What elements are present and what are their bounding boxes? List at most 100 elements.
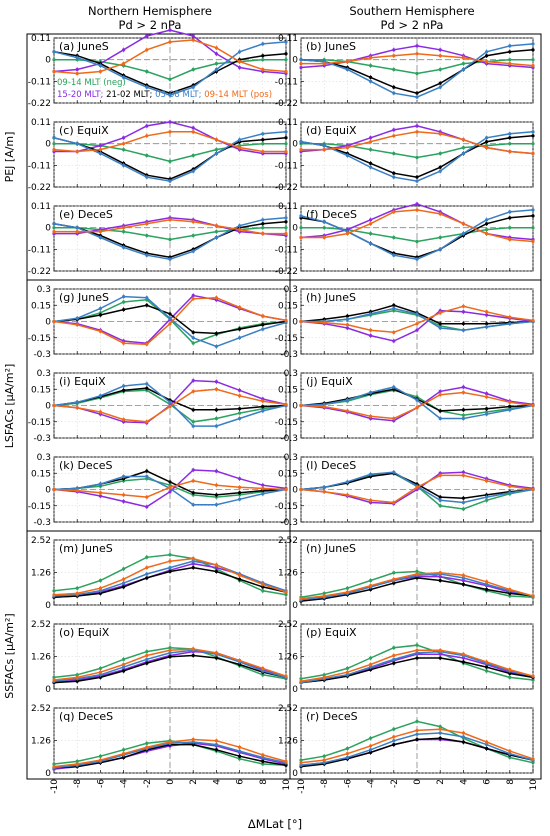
data-point <box>122 567 126 571</box>
data-point <box>461 222 465 226</box>
panel-label: (f) DeceS <box>306 208 357 221</box>
data-point <box>415 155 419 160</box>
data-point <box>322 591 326 595</box>
data-point <box>415 648 419 652</box>
data-point <box>214 748 218 752</box>
data-point <box>191 169 195 173</box>
data-point <box>392 735 396 739</box>
y-tick-label: 0 <box>292 140 298 150</box>
data-point <box>75 316 79 320</box>
data-point <box>508 50 512 54</box>
data-point <box>75 673 79 677</box>
data-point <box>145 474 149 479</box>
data-point <box>52 762 56 766</box>
chart-panel: 0.11 0 -0.11 -0.22 (d) EquiX <box>275 118 535 193</box>
right-column-frame <box>289 33 542 780</box>
data-point <box>191 336 195 340</box>
data-point <box>52 403 56 408</box>
data-point <box>392 48 396 52</box>
data-point <box>392 653 396 658</box>
data-point <box>145 495 149 499</box>
data-point <box>345 314 349 318</box>
y-tick-label: -0.15 <box>275 502 298 512</box>
data-point <box>191 556 195 561</box>
chart-panel: 2.52 1.26 0 (o) EquiX <box>31 620 288 695</box>
data-point <box>508 671 512 676</box>
data-point <box>345 398 349 402</box>
data-point <box>168 651 172 655</box>
data-point <box>438 648 442 652</box>
data-point <box>508 668 512 672</box>
y-tick-label: 0 <box>292 402 298 412</box>
data-point <box>122 474 126 479</box>
data-point <box>145 124 149 128</box>
data-point <box>238 757 242 761</box>
data-point <box>261 666 265 670</box>
data-point <box>75 406 79 410</box>
data-point <box>238 305 242 310</box>
data-point <box>438 724 442 729</box>
data-point <box>369 498 373 502</box>
panel-label: (d) EquiX <box>306 124 357 137</box>
data-point <box>145 134 149 138</box>
data-point <box>369 750 373 754</box>
data-point <box>284 149 288 154</box>
data-point <box>369 662 373 667</box>
data-point <box>369 665 373 669</box>
data-point <box>438 473 442 478</box>
data-point <box>322 226 326 230</box>
data-point <box>461 470 465 474</box>
data-point <box>98 69 102 74</box>
x-tick-label: 6 <box>483 779 493 785</box>
data-point <box>392 500 396 505</box>
data-point <box>98 675 102 679</box>
data-point <box>415 95 419 99</box>
data-point <box>461 328 465 332</box>
data-point <box>438 571 442 575</box>
data-point <box>415 569 419 574</box>
data-point <box>415 322 419 326</box>
data-point <box>461 413 465 417</box>
y-tick-label: 0 <box>45 685 51 695</box>
data-point <box>191 249 195 253</box>
data-point <box>261 399 265 403</box>
data-point <box>284 318 288 323</box>
data-point <box>261 54 265 58</box>
data-point <box>238 745 242 749</box>
data-point <box>461 573 465 577</box>
data-point <box>98 491 102 495</box>
data-point <box>485 669 489 673</box>
data-point <box>214 651 218 655</box>
y-tick-label: 0.3 <box>284 453 298 463</box>
data-point <box>299 62 303 66</box>
data-point <box>438 736 442 740</box>
x-tick-label: 4 <box>459 779 469 785</box>
data-point <box>345 60 349 64</box>
y-tick-label: 1.26 <box>31 737 51 747</box>
data-point <box>122 294 126 299</box>
data-point <box>485 391 489 396</box>
y-tick-label: 0.11 <box>278 34 298 44</box>
data-point <box>322 673 326 677</box>
data-point <box>345 231 349 236</box>
data-point <box>508 58 512 62</box>
x-axis-label: ΔMLat [°] <box>248 817 302 831</box>
data-point <box>168 565 172 570</box>
data-point <box>438 504 442 508</box>
data-point <box>531 226 535 230</box>
data-point <box>238 573 242 577</box>
y-tick-label: -0.3 <box>33 518 51 528</box>
data-point <box>238 485 242 489</box>
y-tick-label: 0.3 <box>37 369 51 379</box>
data-point <box>485 743 489 747</box>
data-point <box>531 487 535 492</box>
y-tick-label: -0.3 <box>33 350 51 360</box>
data-point <box>284 69 288 74</box>
y-tick-label: 0 <box>45 224 51 234</box>
x-tick-label: -8 <box>320 779 330 788</box>
data-point <box>145 657 149 661</box>
data-point <box>261 327 265 331</box>
data-point <box>52 58 56 62</box>
data-point <box>508 142 512 146</box>
y-tick-label: -0.22 <box>28 267 51 277</box>
